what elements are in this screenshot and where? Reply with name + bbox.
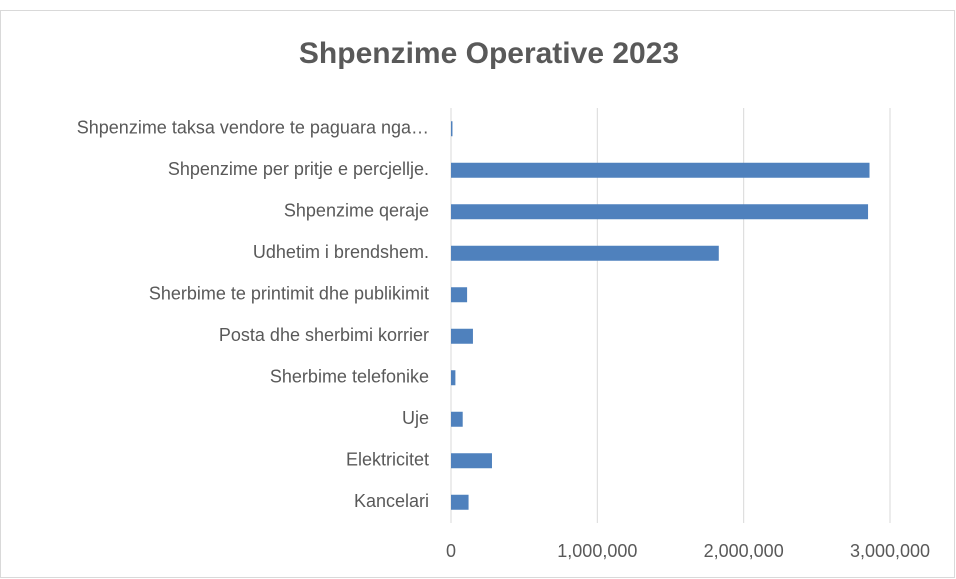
- bar: [451, 370, 456, 386]
- y-tick-label: Posta dhe sherbimi korrier: [219, 325, 429, 345]
- x-tick-label: 0: [446, 541, 456, 561]
- bar: [451, 162, 870, 178]
- bar: [451, 411, 463, 427]
- y-tick-label: Sherbime telefonike: [270, 367, 429, 387]
- x-tick-label: 1,000,000: [557, 541, 637, 561]
- y-tick-label: Udhetim i brendshem.: [253, 242, 429, 262]
- bar: [451, 121, 453, 137]
- chart-title: Shpenzime Operative 2023: [299, 37, 679, 70]
- bar: [451, 204, 869, 220]
- bar: [451, 245, 719, 261]
- x-tick-label: 3,000,000: [850, 541, 930, 561]
- y-tick-label: Kancelari: [354, 491, 429, 511]
- y-tick-label: Uje: [402, 408, 429, 428]
- bar: [451, 453, 492, 469]
- bar: [451, 494, 469, 510]
- bar: [451, 287, 468, 303]
- x-tick-label: 2,000,000: [704, 541, 784, 561]
- y-tick-label: Shpenzime per pritje e percjellje.: [168, 159, 429, 179]
- y-tick-label: Elektricitet: [346, 450, 429, 470]
- bar: [451, 328, 473, 344]
- y-tick-label: Shpenzime taksa vendore te paguara nga…: [77, 118, 429, 138]
- y-tick-label: Shpenzime qeraje: [284, 201, 429, 221]
- y-tick-label: Sherbime te printimit dhe publikimit: [149, 284, 429, 304]
- chart-border: [0, 10, 955, 578]
